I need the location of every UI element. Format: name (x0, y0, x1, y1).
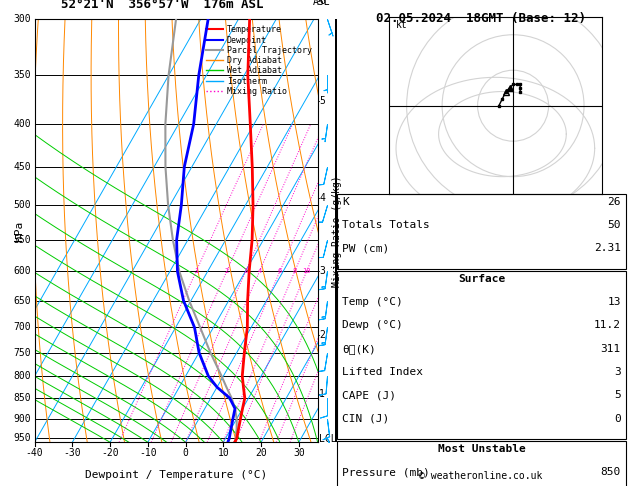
Text: 450: 450 (14, 162, 31, 172)
Text: 30: 30 (293, 448, 304, 458)
Text: 1: 1 (194, 268, 198, 275)
Text: 0: 0 (182, 448, 189, 458)
Text: 8: 8 (292, 268, 297, 275)
Text: Totals Totals: Totals Totals (342, 220, 430, 230)
Text: 3: 3 (243, 268, 248, 275)
Text: -40: -40 (26, 448, 43, 458)
Text: Temp (°C): Temp (°C) (342, 297, 403, 307)
Text: 400: 400 (14, 119, 31, 129)
Text: Surface: Surface (458, 274, 505, 284)
Text: hPa: hPa (14, 221, 24, 241)
Text: 750: 750 (14, 347, 31, 358)
Text: K: K (342, 197, 349, 207)
Text: © weatheronline.co.uk: © weatheronline.co.uk (420, 471, 543, 481)
Text: kt: kt (396, 19, 408, 30)
Text: Most Unstable: Most Unstable (438, 444, 525, 454)
Text: 500: 500 (14, 200, 31, 210)
Text: 850: 850 (14, 393, 31, 403)
Text: 4: 4 (319, 193, 325, 203)
Text: 950: 950 (14, 434, 31, 443)
Text: 26: 26 (608, 197, 621, 207)
Text: -30: -30 (64, 448, 81, 458)
Text: Dewp (°C): Dewp (°C) (342, 320, 403, 330)
Text: 4: 4 (257, 268, 262, 275)
Text: CIN (J): CIN (J) (342, 414, 389, 424)
Text: CAPE (J): CAPE (J) (342, 390, 396, 400)
Text: 02.05.2024  18GMT (Base: 12): 02.05.2024 18GMT (Base: 12) (376, 12, 586, 25)
Text: 6: 6 (319, 0, 325, 6)
Text: 2: 2 (319, 330, 325, 340)
Text: 900: 900 (14, 414, 31, 424)
Text: Mixing Ratio (g/kg): Mixing Ratio (g/kg) (333, 175, 342, 287)
Text: 350: 350 (14, 70, 31, 81)
Text: 700: 700 (14, 322, 31, 332)
Text: 311: 311 (601, 344, 621, 354)
Text: -20: -20 (101, 448, 119, 458)
Text: 3: 3 (319, 266, 325, 277)
Text: 650: 650 (14, 295, 31, 306)
Text: 5: 5 (319, 96, 325, 105)
Text: 10: 10 (303, 268, 311, 275)
Text: 0: 0 (614, 414, 621, 424)
Text: 1: 1 (319, 389, 325, 399)
Text: LCL: LCL (319, 434, 337, 444)
Text: 600: 600 (14, 266, 31, 277)
Text: 3: 3 (614, 367, 621, 377)
Text: 300: 300 (14, 15, 31, 24)
Text: 2.31: 2.31 (594, 243, 621, 254)
Text: 550: 550 (14, 235, 31, 245)
Text: 25: 25 (354, 268, 362, 275)
Text: -10: -10 (139, 448, 157, 458)
Text: 10: 10 (218, 448, 229, 458)
Text: Dewpoint / Temperature (°C): Dewpoint / Temperature (°C) (85, 470, 267, 480)
Text: 800: 800 (14, 371, 31, 381)
Text: 850: 850 (601, 467, 621, 477)
Text: 6: 6 (277, 268, 282, 275)
Text: km
ASL: km ASL (313, 0, 331, 7)
Text: 20: 20 (255, 448, 267, 458)
Text: 52°21'N  356°57'W  176m ASL: 52°21'N 356°57'W 176m ASL (61, 0, 263, 11)
Text: 11.2: 11.2 (594, 320, 621, 330)
Text: Lifted Index: Lifted Index (342, 367, 423, 377)
Text: 13: 13 (608, 297, 621, 307)
Text: Pressure (mb): Pressure (mb) (342, 467, 430, 477)
Legend: Temperature, Dewpoint, Parcel Trajectory, Dry Adiabat, Wet Adiabat, Isotherm, Mi: Temperature, Dewpoint, Parcel Trajectory… (204, 24, 313, 97)
Text: PW (cm): PW (cm) (342, 243, 389, 254)
Text: 15: 15 (325, 268, 333, 275)
Text: 50: 50 (608, 220, 621, 230)
Text: θᴇ(K): θᴇ(K) (342, 344, 376, 354)
Text: 20: 20 (341, 268, 350, 275)
Text: 2: 2 (225, 268, 229, 275)
Text: 5: 5 (614, 390, 621, 400)
